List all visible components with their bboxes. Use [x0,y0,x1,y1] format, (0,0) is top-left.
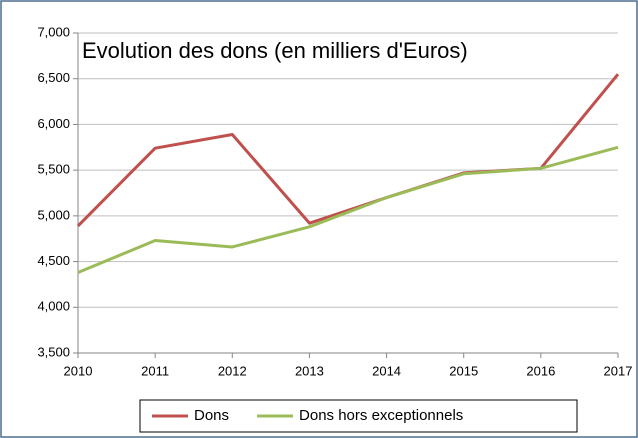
x-tick-label: 2011 [141,363,169,378]
legend-box [139,399,578,433]
line-series [77,145,619,274]
y-tick-label: 6,500 [37,70,70,85]
x-tick-label: 2010 [64,363,93,378]
chart-title: Evolution des dons (en milliers d'Euros) [82,38,468,63]
x-tick-label: 2014 [372,363,401,378]
y-tick-label: 5,500 [37,162,70,177]
x-tick-label: 2015 [449,363,478,378]
x-tick-label: 2016 [526,363,555,378]
y-tick-label: 3,500 [37,344,70,359]
x-tick-label: 2012 [218,363,247,378]
legend-label: Dons [194,407,229,424]
y-tick-label: 5,000 [37,207,70,222]
y-tick-label: 7,000 [37,24,70,39]
legend: Dons Dons hors exceptionnels [139,399,578,433]
y-tick-label: 4,500 [37,253,70,268]
y-tick-label: 6,000 [37,116,70,131]
x-tick-label: 2017 [604,363,633,378]
y-tick-label: 4,000 [37,299,70,314]
x-tick-label: 2013 [295,363,324,378]
legend-label: Dons hors exceptionnels [299,407,463,424]
